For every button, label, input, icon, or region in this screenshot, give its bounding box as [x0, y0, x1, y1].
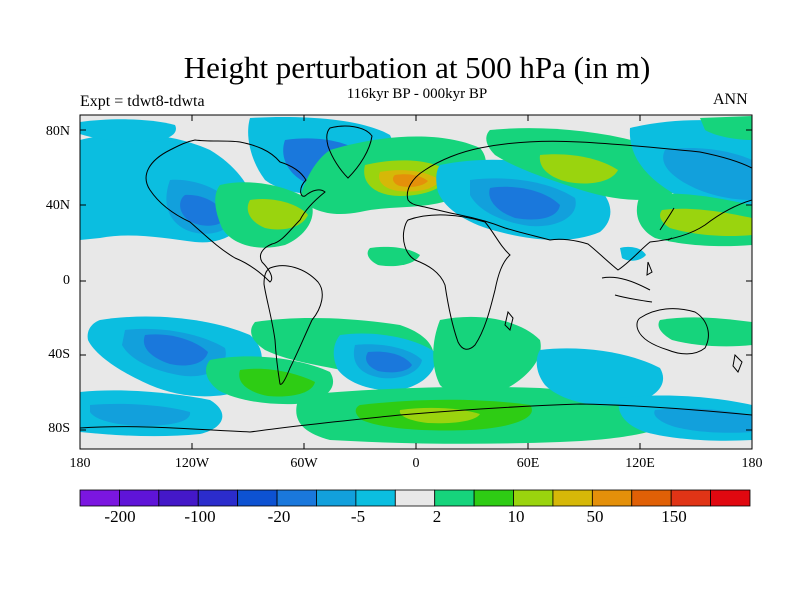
- colorbar-swatch-3: [197, 489, 239, 507]
- colorbar-swatch-6: [316, 489, 357, 507]
- colorbar-swatch-7: [355, 489, 396, 507]
- contour-region-blue-30: [366, 351, 412, 373]
- lon-label-60w: 60W: [290, 456, 318, 471]
- contour-region-lightblue-40: [90, 403, 191, 426]
- colorbar-swatch-14: [631, 489, 672, 507]
- contour-region-blue-2: [180, 194, 226, 226]
- colorbar-swatch-5: [276, 489, 317, 507]
- contour-region-blue-24: [143, 334, 208, 366]
- lat-label-equator: 0: [63, 273, 70, 288]
- colorbar-swatch-11: [513, 489, 554, 507]
- map-subtitle: 116kyr BP - 000kyr BP: [346, 86, 488, 102]
- axis-ticks: [79, 115, 753, 449]
- contour-region-green-31: [433, 316, 541, 399]
- coast-madagascar: [504, 310, 514, 331]
- contour-region-orange-8: [392, 174, 428, 187]
- lat-label-80n: 80N: [45, 124, 70, 139]
- lat-label-40n: 40N: [45, 198, 70, 213]
- colorbar-label-5: 2: [432, 507, 442, 526]
- coast-new-zealand: [732, 353, 743, 373]
- coast-greenland: [326, 125, 373, 179]
- contour-region-blue-13: [489, 186, 560, 220]
- lon-label-180e: 180: [741, 456, 763, 471]
- colorbar-swatch-15: [670, 489, 711, 507]
- contour-region-green-42: [700, 116, 752, 140]
- coast-north-america: [145, 139, 326, 283]
- contour-region-cyan-21: [620, 246, 646, 261]
- colorbar-label-3: -20: [267, 507, 291, 526]
- contour-region-green-38: [658, 317, 752, 347]
- map-title: Height perturbation at 500 hPa (in m): [183, 50, 651, 85]
- coast-europe-asia: [406, 140, 752, 271]
- colorbar-label-7: 50: [586, 507, 604, 526]
- colorbar-label-4: -5: [350, 507, 366, 526]
- coast-antarctica: [80, 403, 752, 433]
- contour-region-lime-34: [399, 407, 480, 424]
- experiment-label: Expt = tdwt8-tdwta: [80, 93, 205, 110]
- colorbar-swatch-12: [552, 489, 593, 507]
- colorbar-swatch-9: [434, 489, 475, 507]
- contour-region-lime-10: [247, 199, 308, 230]
- colorbar-swatch-4: [237, 489, 278, 507]
- contour-region-cyan-41: [80, 119, 176, 142]
- colorbar-label-8: 150: [661, 507, 687, 526]
- coastlines: [80, 125, 752, 433]
- contour-region-lime-15: [539, 154, 618, 184]
- lon-label-0: 0: [412, 456, 420, 471]
- coast-south-america: [263, 265, 323, 385]
- colorbar-label-6: 10: [507, 507, 525, 526]
- contour-region-cyan-35: [536, 348, 664, 406]
- colorbar: [79, 489, 751, 507]
- coast-japan: [659, 207, 675, 241]
- lat-label-40s: 40S: [48, 347, 70, 362]
- lon-label-60e: 60E: [516, 456, 540, 471]
- coast-africa: [402, 214, 511, 350]
- colorbar-label-2: -100: [184, 507, 216, 526]
- coast-australia: [636, 308, 709, 355]
- contour-region-lightblue-37: [654, 408, 752, 433]
- colorbar-swatch-8: [394, 489, 436, 507]
- coast-maritime-asia: [601, 261, 653, 303]
- lon-label-120w: 120W: [174, 456, 210, 471]
- colorbar-swatch-16: [710, 489, 751, 507]
- colorbar-swatch-13: [591, 489, 633, 507]
- colorbar-swatch-2: [158, 489, 199, 507]
- colorbar-swatch-1: [119, 489, 160, 507]
- colorbar-label-1: -200: [104, 507, 136, 526]
- contour-region-lightblue-17: [663, 148, 752, 200]
- contour-field: [80, 115, 752, 449]
- colorbar-swatch-0: [79, 489, 120, 507]
- colorbar-swatch-10: [473, 489, 514, 507]
- season-label: ANN: [713, 91, 748, 108]
- contour-region-brightgreen-27: [239, 368, 315, 397]
- lon-label-120e: 120E: [625, 456, 655, 471]
- lat-label-80s: 80S: [48, 421, 70, 436]
- contour-region-lime-19: [660, 208, 752, 237]
- lon-label-180w: 180: [69, 456, 91, 471]
